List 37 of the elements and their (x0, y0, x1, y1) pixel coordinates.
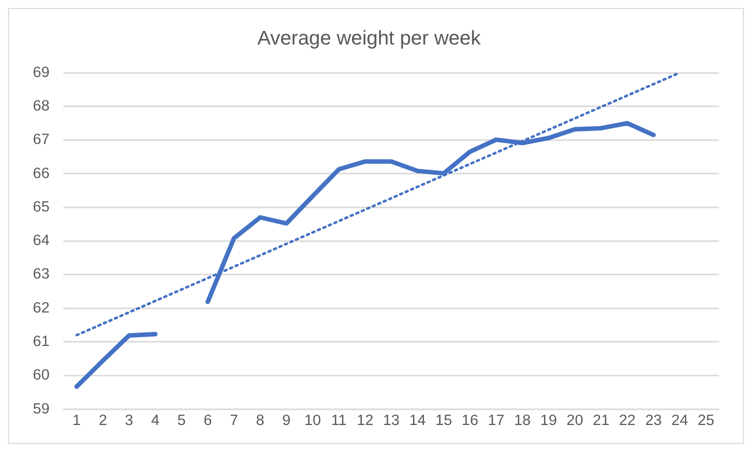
x-tick-label: 14 (409, 412, 426, 430)
x-tick-label: 19 (540, 412, 557, 430)
y-tick-label: 59 (32, 400, 50, 418)
y-tick-label: 65 (32, 198, 50, 216)
x-tick-label: 25 (698, 412, 714, 430)
x-tick-label: 18 (514, 412, 531, 430)
x-tick-label: 1 (72, 412, 81, 430)
x-tick-label: 7 (230, 412, 238, 430)
x-tick-label: 11 (331, 412, 347, 430)
y-tick-label: 69 (32, 64, 50, 81)
x-tick-label: 12 (356, 412, 374, 430)
y-tick-label: 64 (32, 232, 50, 250)
x-tick-label: 3 (124, 412, 134, 430)
x-tick-label: 13 (382, 412, 400, 430)
x-tick-label: 9 (282, 412, 291, 430)
x-tick-label: 15 (435, 412, 452, 430)
y-tick-label: 66 (32, 164, 50, 182)
y-tick-label: 61 (32, 333, 50, 350)
y-tick-label: 63 (32, 266, 50, 283)
x-tick-label: 20 (566, 412, 584, 430)
x-tick-label: 4 (151, 412, 160, 430)
x-tick-label: 10 (304, 412, 321, 430)
x-tick-label: 23 (645, 412, 662, 430)
y-tick-label: 62 (32, 299, 50, 316)
chart-title: Average weight per week (257, 27, 481, 50)
y-tick-label: 68 (32, 97, 50, 114)
y-tick-label: 67 (32, 131, 50, 148)
y-tick-label: 60 (32, 366, 50, 384)
x-tick-label: 22 (618, 412, 636, 430)
x-tick-label: 2 (98, 412, 108, 430)
x-tick-label: 8 (256, 412, 264, 430)
x-tick-label: 5 (177, 412, 186, 430)
x-tick-label: 6 (204, 412, 212, 430)
x-tick-label: 17 (488, 412, 505, 430)
x-tick-label: 21 (592, 412, 610, 430)
x-tick-label: 24 (671, 412, 688, 430)
x-tick-label: 16 (462, 412, 478, 430)
